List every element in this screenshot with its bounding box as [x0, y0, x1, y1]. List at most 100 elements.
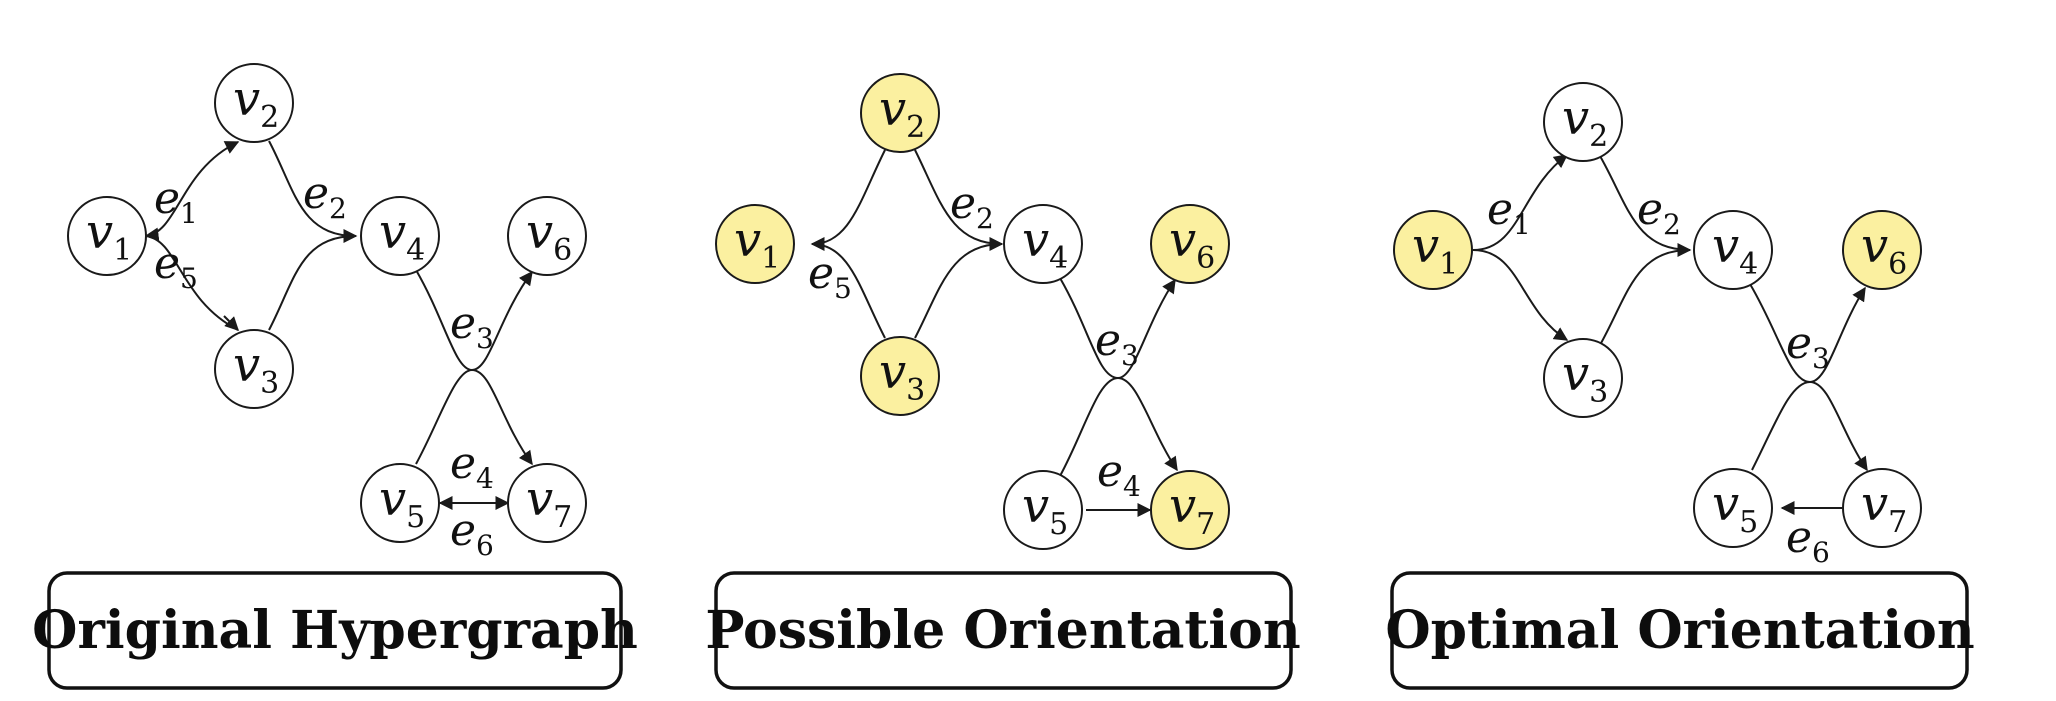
- v2-circle: [214, 63, 294, 143]
- edge-label-e3: e3: [1095, 315, 1139, 372]
- v4-label: v4: [1022, 212, 1068, 276]
- edge-e3-right-top: [471, 270, 533, 371]
- title-box-original: [47, 571, 623, 690]
- v1-label: v1: [1412, 218, 1458, 282]
- edge-e3-left-bottom: [415, 369, 473, 465]
- vertex-v4: v4: [360, 196, 440, 276]
- edge-label-e5: e5: [154, 238, 198, 295]
- v2-label: v2: [879, 81, 925, 145]
- v5-label: v5: [379, 471, 425, 535]
- edge-e5-top: [810, 149, 886, 251]
- v3-circle: [860, 336, 940, 416]
- v4-circle: [1003, 204, 1083, 284]
- edge-label-e3: e3: [1786, 318, 1830, 375]
- v4-circle: [360, 196, 440, 276]
- vertex-v2: v2: [214, 63, 294, 143]
- v4-circle: [1693, 210, 1773, 290]
- vertex-v7: v7: [507, 463, 587, 543]
- vertex-v4: v4: [1003, 204, 1083, 284]
- v7-circle: [1842, 468, 1922, 548]
- vertex-v6: v6: [1150, 204, 1230, 284]
- edge-e2-top: [1599, 155, 1692, 257]
- vertex-v1: v1: [1393, 210, 1473, 290]
- vertex-v5: v5: [1003, 470, 1083, 550]
- edge-e5-head: [223, 315, 239, 331]
- edge-e3-left-bottom: [1059, 377, 1119, 477]
- v1-circle: [67, 196, 147, 276]
- edge-label-e2: e2: [303, 168, 347, 225]
- v4-label: v4: [379, 204, 425, 268]
- edge-e2-bottom: [268, 235, 357, 331]
- v6-label: v6: [1169, 212, 1215, 276]
- v7-label: v7: [526, 471, 572, 535]
- edge-e2-bottom: [914, 243, 1003, 339]
- edge-e2-top: [914, 149, 1004, 251]
- edge-e1-bottom: [1472, 249, 1569, 341]
- v3-label: v3: [879, 344, 925, 408]
- panel-possible: v1 v2 v3 v4 v6 v5 v7 e5 e2 e3 e4 Possibl…: [705, 73, 1301, 690]
- v1-label: v1: [86, 204, 132, 268]
- edge-label-e6: e6: [1786, 512, 1830, 569]
- edge-e3-right-bottom: [1117, 377, 1178, 472]
- vertex-v5: v5: [360, 463, 440, 543]
- edge-e3-right-bottom: [1809, 381, 1868, 472]
- v3-circle: [1543, 338, 1623, 418]
- edge-e3-right-bottom: [471, 369, 533, 466]
- v3-label: v3: [1562, 346, 1608, 410]
- v6-circle: [507, 196, 587, 276]
- edge-e3-left-bottom: [1751, 381, 1811, 471]
- v1-circle: [715, 204, 795, 284]
- v3-circle: [214, 329, 294, 409]
- edge-e2-top: [268, 140, 358, 243]
- v3-label: v3: [233, 337, 279, 401]
- edge-e1-top: [1472, 154, 1569, 251]
- edge-label-e4: e4: [450, 438, 494, 495]
- title-box-optimal: [1390, 571, 1969, 690]
- edge-e2-bottom: [1599, 249, 1691, 346]
- vertex-v1: v1: [67, 196, 147, 276]
- vertex-v7: v7: [1842, 468, 1922, 548]
- vertex-v3: v3: [214, 329, 294, 409]
- v1-label: v1: [734, 212, 780, 276]
- edge-label-e2: e2: [950, 178, 994, 235]
- edge-label-e4: e4: [1097, 446, 1141, 503]
- title-optimal: Optimal Orientation: [1385, 600, 1974, 661]
- edge-label-e6: e6: [450, 505, 494, 562]
- edge-label-e1: e1: [1487, 184, 1531, 241]
- v5-label: v5: [1712, 476, 1758, 540]
- v5-circle: [1003, 470, 1083, 550]
- v7-label: v7: [1169, 478, 1215, 542]
- vertex-v5: v5: [1693, 468, 1773, 548]
- vertex-v2: v2: [860, 73, 940, 153]
- v2-circle: [860, 73, 940, 153]
- v6-label: v6: [1861, 218, 1907, 282]
- edge-e3-left-top: [415, 269, 473, 371]
- edge-label-e1: e1: [154, 173, 198, 230]
- edge-e3-left-top: [1749, 283, 1811, 383]
- panel-original: v1 v2 v3 v4 v6 v5 v7 e1 e5 e2 e3 e4 e6 O…: [32, 63, 638, 690]
- v4-label: v4: [1712, 218, 1758, 282]
- vertex-v7: v7: [1150, 470, 1230, 550]
- edge-label-e5: e5: [808, 248, 852, 305]
- vertex-v1: v1: [715, 204, 795, 284]
- v7-circle: [507, 463, 587, 543]
- v6-circle: [1842, 210, 1922, 290]
- v2-label: v2: [1562, 90, 1608, 154]
- v2-circle: [1543, 82, 1623, 162]
- v6-label: v6: [526, 204, 572, 268]
- v7-label: v7: [1861, 476, 1907, 540]
- title-box-possible: [714, 571, 1293, 690]
- v5-circle: [360, 463, 440, 543]
- edge-e5-bottom: [811, 243, 886, 339]
- vertex-v6: v6: [507, 196, 587, 276]
- vertex-v6: v6: [1842, 210, 1922, 290]
- edge-e3-right-top: [1117, 278, 1176, 379]
- vertex-v3: v3: [1543, 338, 1623, 418]
- panel-optimal: v1 v2 v3 v4 v6 v5 v7 e1 e2 e3 e6 Optimal…: [1385, 82, 1975, 690]
- vertex-v4: v4: [1693, 210, 1773, 290]
- title-original: Original Hypergraph: [32, 600, 638, 661]
- v1-circle: [1393, 210, 1473, 290]
- v5-circle: [1693, 468, 1773, 548]
- v7-circle: [1150, 470, 1230, 550]
